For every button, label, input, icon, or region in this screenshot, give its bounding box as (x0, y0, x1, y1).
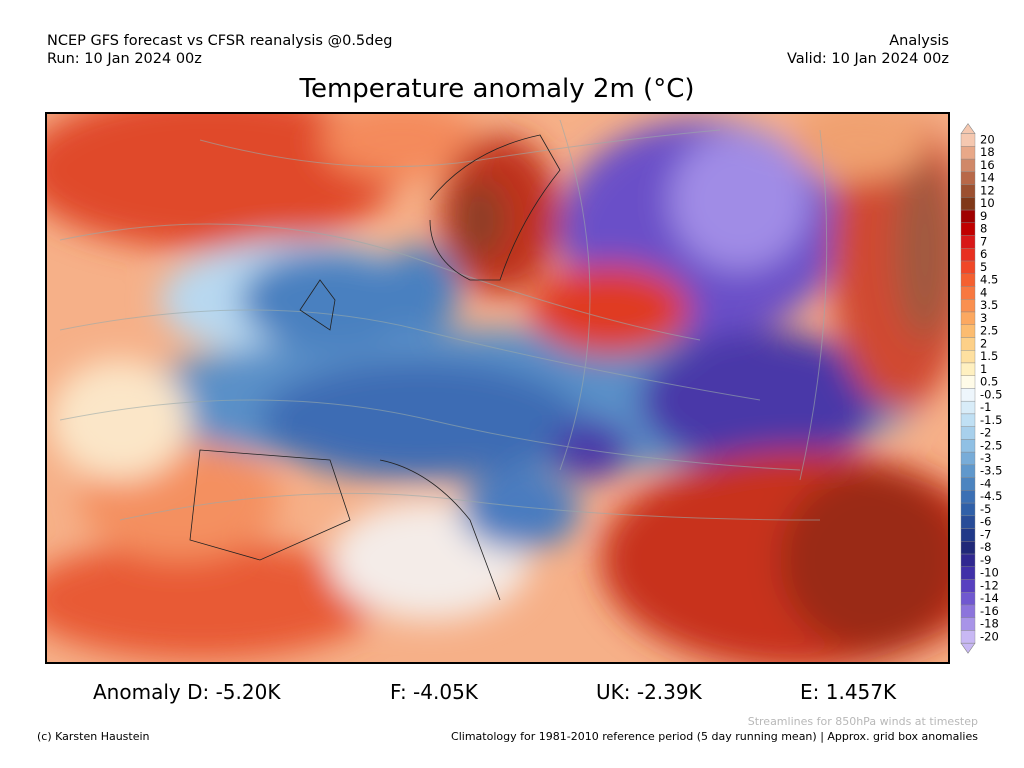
colorbar-box (960, 362, 976, 376)
colorbar-label: 4 (980, 285, 987, 299)
colorbar-label: -1.5 (980, 413, 1002, 427)
colorbar-label: 10 (980, 196, 995, 210)
colorbar-label: -9 (980, 553, 991, 567)
colorbar-box (960, 439, 976, 453)
colorbar-label: -3 (980, 451, 991, 465)
colorbar-box (960, 566, 976, 580)
colorbar-label: 4.5 (980, 273, 998, 287)
colorbar-label: 5 (980, 260, 987, 274)
colorbar-label: 8 (980, 222, 987, 236)
colorbar-label: -5 (980, 502, 991, 516)
colorbar-arrow (960, 642, 976, 654)
colorbar-label: 2.5 (980, 324, 998, 338)
colorbar-box (960, 146, 976, 160)
header-text: Analysis (889, 33, 949, 49)
colorbar-box (960, 324, 976, 338)
colorbar-box (960, 273, 976, 287)
colorbar-box (960, 604, 976, 618)
colorbar-label: 3 (980, 311, 987, 325)
colorbar-label: 18 (980, 145, 995, 159)
colorbar-box (960, 235, 976, 249)
colorbar-label: 6 (980, 247, 987, 261)
colorbar-label: -4 (980, 476, 991, 490)
colorbar-box (960, 209, 976, 224)
colorbar-box (960, 451, 976, 466)
map (46, 113, 949, 663)
colorbar-box (960, 426, 976, 440)
colorbar-label: 7 (980, 234, 987, 248)
colorbar-label: 20 (980, 133, 995, 147)
colorbar-box (960, 171, 976, 185)
colorbar-label: -8 (980, 540, 991, 554)
colorbar-box (960, 413, 976, 427)
colorbar-arrow (960, 123, 976, 134)
colorbar-box (960, 375, 976, 389)
colorbar-box (960, 528, 976, 542)
colorbar-label: 14 (980, 171, 995, 185)
colorbar-label: -14 (980, 591, 999, 605)
colorbar-label: -7 (980, 527, 991, 541)
colorbar-box (960, 502, 976, 517)
colorbar-box (960, 579, 976, 593)
map-frame (45, 112, 950, 664)
header-text: NCEP GFS forecast vs CFSR reanalysis @0.… (47, 33, 392, 49)
colorbar-box (960, 400, 976, 415)
anomaly-text: F: -4.05K (390, 680, 479, 704)
colorbar-label: -20 (980, 629, 999, 643)
header-text: Valid: 10 Jan 2024 00z (787, 51, 949, 67)
colorbar-label: 2 (980, 336, 987, 350)
colorbar-label: -12 (980, 578, 999, 592)
colorbar-label: -2 (980, 426, 991, 440)
colorbar-box (960, 515, 976, 529)
colorbar-label: -6 (980, 515, 991, 529)
colorbar-box (960, 337, 976, 351)
colorbar-label: -2.5 (980, 438, 1002, 452)
colorbar-box (960, 553, 976, 567)
anomaly-text: E: 1.457K (800, 680, 897, 704)
colorbar-label: 0.5 (980, 375, 998, 389)
colorbar-box (960, 388, 976, 402)
colorbar-box (960, 617, 976, 631)
anomaly-text: Anomaly D: -5.20K (93, 680, 281, 704)
colorbar-box (960, 133, 976, 147)
colorbar-box (960, 477, 976, 491)
colorbar-box (960, 299, 976, 313)
colorbar-label: -10 (980, 566, 999, 580)
colorbar-box (960, 222, 976, 236)
colorbar-box (960, 184, 976, 198)
colorbar: 201816141210987654.543.532.521.510.5-0.5… (960, 123, 1002, 654)
colorbar-label: 9 (980, 209, 987, 223)
header-text: Run: 10 Jan 2024 00z (47, 51, 202, 67)
colorbar-box (960, 464, 976, 478)
colorbar-box (960, 350, 976, 364)
colorbar-box (960, 248, 976, 262)
footer-copyright: (c) Karsten Haustein (37, 730, 150, 743)
colorbar-label: 12 (980, 183, 995, 197)
colorbar-box (960, 630, 976, 644)
map-title: Temperature anomaly 2m (°C) (299, 74, 695, 104)
colorbar-box (960, 260, 976, 274)
footer-climatology: Climatology for 1981-2010 reference peri… (451, 730, 978, 743)
colorbar-label: -3.5 (980, 464, 1002, 478)
colorbar-label: 3.5 (980, 298, 998, 312)
colorbar-box (960, 158, 976, 173)
colorbar-label: -1 (980, 400, 991, 414)
colorbar-box (960, 541, 976, 555)
colorbar-box (960, 286, 976, 300)
colorbar-box (960, 592, 976, 606)
colorbar-label: -18 (980, 617, 999, 631)
footer-note: Streamlines for 850hPa winds at timestep (748, 715, 978, 728)
colorbar-box (960, 490, 976, 504)
anomaly-text: UK: -2.39K (596, 680, 703, 704)
colorbar-label: -4.5 (980, 489, 1002, 503)
colorbar-box (960, 311, 976, 325)
colorbar-box (960, 197, 976, 211)
colorbar-label: -16 (980, 604, 999, 618)
colorbar-label: 16 (980, 158, 995, 172)
colorbar-label: 1 (980, 362, 987, 376)
colorbar-label: -0.5 (980, 387, 1002, 401)
colorbar-label: 1.5 (980, 349, 998, 363)
